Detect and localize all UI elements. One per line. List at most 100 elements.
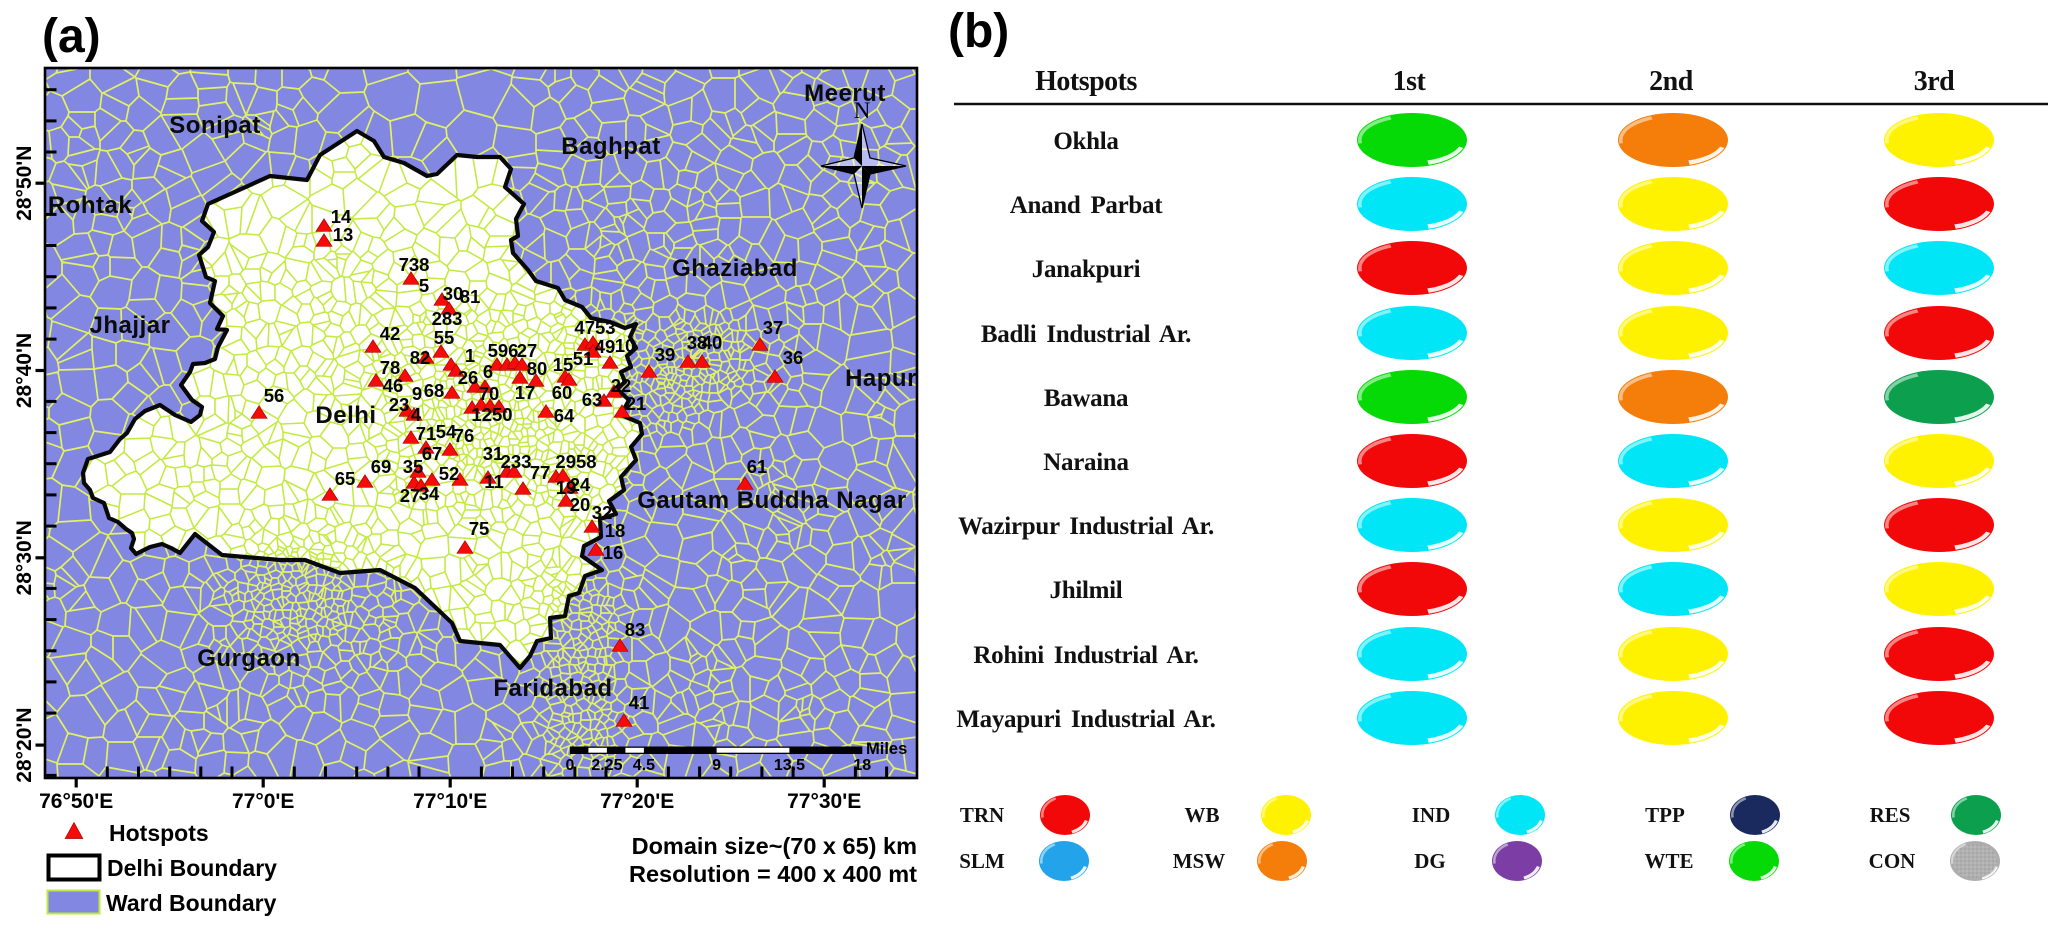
svg-text:Wazirpur Industrial Ar.: Wazirpur Industrial Ar.: [958, 513, 1214, 540]
svg-text:35: 35: [403, 456, 424, 477]
svg-text:TRN: TRN: [960, 803, 1004, 827]
svg-text:Janakpuri: Janakpuri: [1032, 256, 1141, 283]
svg-text:78: 78: [380, 357, 401, 378]
svg-text:1: 1: [465, 345, 475, 366]
svg-text:30: 30: [443, 283, 464, 304]
svg-text:52: 52: [439, 463, 460, 484]
svg-text:2nd: 2nd: [1649, 66, 1694, 97]
svg-text:37: 37: [763, 317, 784, 338]
svg-text:21: 21: [626, 393, 647, 414]
svg-text:65: 65: [335, 468, 356, 489]
svg-text:41: 41: [629, 692, 650, 713]
svg-text:55: 55: [434, 327, 455, 348]
svg-text:2958: 2958: [555, 451, 596, 472]
svg-text:WTE: WTE: [1644, 849, 1693, 873]
svg-text:19: 19: [556, 477, 577, 498]
svg-text:Naraina: Naraina: [1043, 449, 1129, 476]
svg-text:RES: RES: [1870, 803, 1911, 827]
svg-text:15: 15: [553, 354, 574, 375]
svg-text:77°10'E: 77°10'E: [413, 790, 487, 813]
svg-text:70: 70: [479, 383, 500, 404]
svg-text:Delhi Boundary: Delhi Boundary: [107, 855, 277, 881]
svg-text:4.5: 4.5: [633, 757, 655, 774]
svg-text:SLM: SLM: [959, 849, 1005, 873]
svg-text:56: 56: [264, 385, 285, 406]
svg-text:Domain size~(70 x 65) km: Domain size~(70 x 65) km: [632, 833, 917, 859]
svg-text:18: 18: [853, 757, 871, 774]
svg-text:283: 283: [432, 308, 463, 329]
svg-text:Resolution = 400 x 400 mt: Resolution = 400 x 400 mt: [629, 861, 917, 887]
svg-text:49: 49: [595, 336, 616, 357]
svg-text:Rohtak: Rohtak: [48, 192, 132, 219]
svg-text:4753: 4753: [574, 317, 615, 338]
svg-text:83: 83: [625, 619, 646, 640]
svg-text:40: 40: [702, 332, 723, 353]
svg-text:Gautam Buddha Nagar: Gautam Buddha Nagar: [637, 487, 907, 514]
svg-text:13: 13: [333, 224, 354, 245]
svg-text:233: 233: [501, 451, 532, 472]
svg-text:28°40'N: 28°40'N: [13, 333, 36, 408]
svg-text:1250: 1250: [471, 404, 512, 425]
svg-text:36: 36: [783, 347, 804, 368]
svg-text:38: 38: [687, 332, 708, 353]
svg-text:5: 5: [419, 275, 429, 296]
svg-text:76°50'E: 76°50'E: [39, 790, 113, 813]
svg-text:13.5: 13.5: [774, 757, 805, 774]
svg-text:80: 80: [527, 358, 548, 379]
svg-text:39: 39: [655, 344, 676, 365]
svg-text:(a): (a): [42, 10, 101, 63]
svg-text:82: 82: [410, 347, 431, 368]
svg-text:51: 51: [573, 348, 594, 369]
svg-text:16: 16: [603, 542, 624, 563]
svg-text:CON: CON: [1869, 849, 1916, 873]
svg-text:Faridabad: Faridabad: [493, 675, 612, 702]
svg-text:26: 26: [458, 367, 479, 388]
svg-text:69: 69: [371, 456, 392, 477]
svg-text:75: 75: [469, 518, 490, 539]
svg-text:28°50'N: 28°50'N: [13, 146, 36, 221]
svg-text:11: 11: [484, 471, 504, 492]
svg-text:42: 42: [380, 323, 401, 344]
svg-text:0: 0: [566, 757, 575, 774]
svg-text:WB: WB: [1184, 803, 1219, 827]
svg-text:6: 6: [483, 361, 493, 382]
svg-text:32: 32: [592, 502, 613, 523]
svg-text:77°20'E: 77°20'E: [600, 790, 674, 813]
svg-text:Hotspots: Hotspots: [109, 820, 209, 846]
svg-text:68: 68: [424, 380, 445, 401]
svg-text:738: 738: [399, 254, 430, 275]
svg-text:3rd: 3rd: [1914, 66, 1955, 97]
svg-text:28°20'N: 28°20'N: [13, 707, 36, 782]
svg-text:Meerut: Meerut: [804, 80, 886, 107]
svg-text:MSW: MSW: [1173, 849, 1226, 873]
svg-text:10: 10: [615, 335, 636, 356]
svg-text:Jhajjar: Jhajjar: [90, 312, 171, 339]
svg-text:Delhi: Delhi: [315, 402, 376, 429]
svg-text:81: 81: [460, 286, 481, 307]
svg-text:64: 64: [554, 405, 575, 426]
svg-text:Badli Industrial Ar.: Badli Industrial Ar.: [981, 321, 1191, 348]
svg-text:34: 34: [419, 483, 440, 504]
svg-text:77°30'E: 77°30'E: [787, 790, 861, 813]
svg-text:Ghaziabad: Ghaziabad: [672, 255, 798, 282]
svg-text:23: 23: [389, 394, 410, 415]
svg-text:Rohini Industrial Ar.: Rohini Industrial Ar.: [973, 642, 1198, 669]
svg-text:IND: IND: [1412, 803, 1451, 827]
svg-text:31: 31: [483, 443, 504, 464]
svg-text:Gurgaon: Gurgaon: [197, 645, 301, 672]
svg-text:54: 54: [436, 421, 457, 442]
svg-text:76: 76: [454, 425, 475, 446]
svg-text:Ward Boundary: Ward Boundary: [106, 890, 277, 916]
svg-text:24: 24: [570, 474, 591, 495]
svg-text:TPP: TPP: [1645, 803, 1685, 827]
svg-text:2.25: 2.25: [591, 757, 622, 774]
svg-text:(b): (b): [948, 5, 1009, 58]
svg-text:27: 27: [517, 340, 538, 361]
svg-text:Sonipat: Sonipat: [169, 112, 261, 139]
svg-text:Okhla: Okhla: [1053, 128, 1119, 155]
svg-text:67: 67: [422, 443, 443, 464]
svg-text:71: 71: [416, 423, 437, 444]
svg-text:63: 63: [582, 389, 603, 410]
svg-text:DG: DG: [1414, 849, 1446, 873]
svg-text:9: 9: [412, 383, 422, 404]
